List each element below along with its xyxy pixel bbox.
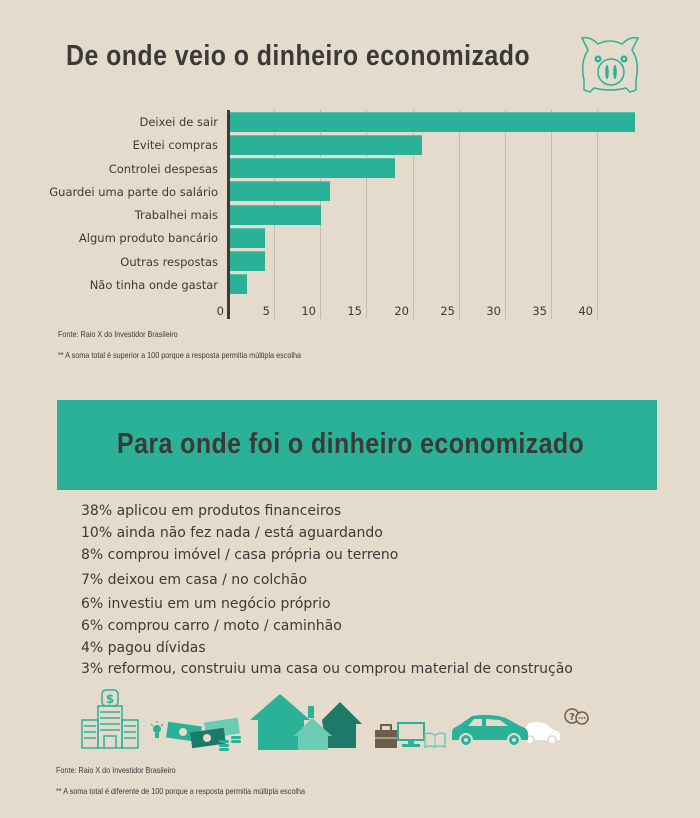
- gridline: [413, 110, 414, 319]
- houses-icon: [250, 694, 362, 750]
- x-tick: 5: [262, 304, 270, 318]
- category-label: Guardei uma parte do salário: [49, 185, 218, 199]
- bar: [229, 205, 321, 225]
- lightbulb-icon: [150, 721, 164, 738]
- list-item: 6% comprou carro / moto / caminhão: [81, 618, 342, 634]
- bank-building-icon: $: [81, 689, 139, 749]
- gridline: [366, 110, 367, 319]
- footnote: ** A soma total é superior a 100 porque …: [58, 350, 301, 360]
- category-label: Algum produto bancário: [78, 231, 218, 245]
- category-label: Deixei de sair: [139, 115, 219, 129]
- gridline: [551, 110, 552, 319]
- x-tick: 15: [347, 304, 362, 318]
- x-tick: 35: [532, 304, 547, 318]
- svg-text:?: ?: [569, 712, 575, 723]
- gridline: [459, 110, 460, 319]
- list-item: 3% reformou, construiu uma casa ou compr…: [81, 661, 573, 677]
- category-label: Trabalhei mais: [134, 208, 218, 222]
- list-item: 7% deixou em casa / no colchão: [81, 572, 308, 588]
- x-tick: 0: [216, 304, 224, 318]
- gridline: [320, 110, 321, 319]
- computer-icon: [397, 722, 425, 747]
- bar: [229, 251, 265, 271]
- question-speech-icon: ?: [564, 708, 589, 725]
- list-item: 38% aplicou em produtos financeiros: [81, 503, 342, 519]
- bar: [229, 274, 247, 294]
- list-item: 8% comprou imóvel / casa própria ou terr…: [81, 547, 399, 563]
- gridline: [505, 110, 506, 319]
- category-label: Evitei compras: [132, 138, 218, 152]
- list-item: 4% pagou dívidas: [81, 640, 206, 656]
- list-item: 10% ainda não fez nada / está aguardando: [81, 525, 383, 541]
- bar: [229, 158, 395, 178]
- bar-chart: Deixei de sair Evitei compras Controlei …: [0, 108, 700, 323]
- source-note: Fonte: Raio X do Investidor Brasileiro: [58, 329, 178, 339]
- svg-text:$: $: [106, 692, 114, 706]
- book-icon: [424, 732, 446, 748]
- x-tick: 10: [301, 304, 316, 318]
- source-note: Fonte: Raio X do Investidor Brasileiro: [56, 765, 176, 775]
- piggy-bank-icon: [580, 36, 640, 93]
- list-item: 6% investiu em um negócio próprio: [81, 596, 331, 612]
- gridline: [597, 110, 598, 319]
- category-label: Não tinha onde gastar: [89, 278, 218, 292]
- bar: [229, 112, 635, 132]
- bar: [229, 135, 423, 155]
- icon-strip: $ ?: [0, 688, 700, 752]
- y-axis: [227, 110, 230, 319]
- x-tick: 30: [486, 304, 501, 318]
- x-tick: 20: [394, 304, 409, 318]
- chart-title: De onde veio o dinheiro economizado: [66, 40, 531, 72]
- bar: [229, 181, 330, 201]
- car-icon: [452, 714, 560, 746]
- bar: [229, 228, 265, 248]
- x-tick: 25: [440, 304, 455, 318]
- category-label: Controlei despesas: [108, 162, 218, 176]
- section-title: Para onde foi o dinheiro economizado: [117, 428, 585, 460]
- money-bills-icon: [166, 718, 241, 751]
- x-tick: 40: [578, 304, 593, 318]
- footnote: ** A soma total é diferente de 100 porqu…: [56, 786, 306, 796]
- category-label: Outras respostas: [120, 255, 218, 269]
- section-banner: Para onde foi o dinheiro economizado: [57, 400, 657, 490]
- briefcase-icon: [375, 724, 397, 748]
